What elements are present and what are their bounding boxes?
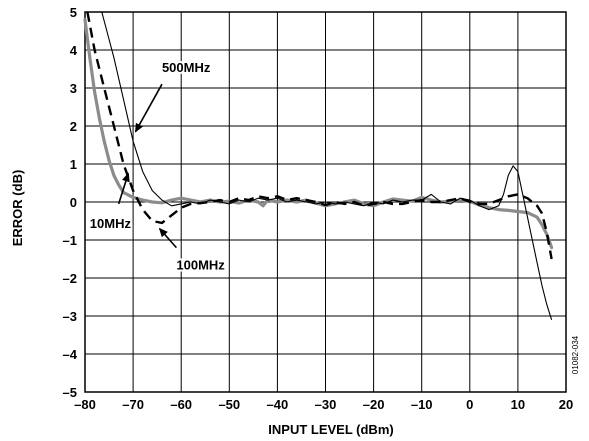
x-tick-label: –50 bbox=[218, 397, 240, 412]
x-tick-label: 10 bbox=[511, 397, 525, 412]
y-axis-title: ERROR (dB) bbox=[10, 170, 25, 247]
x-tick-label: –60 bbox=[170, 397, 192, 412]
annotation-label-10mhz: 10MHz bbox=[90, 216, 132, 231]
tick-labels: –80 –70 –60 –50 –40 –30 –20 –10 0 10 20543210–1–2–… bbox=[63, 5, 574, 412]
x-axis-title: INPUT LEVEL (dBm) bbox=[268, 422, 393, 437]
y-tick-label: 5 bbox=[70, 5, 77, 20]
x-tick-label: –70 bbox=[122, 397, 144, 412]
y-tick-label: –3 bbox=[63, 309, 77, 324]
series-line-10mhz bbox=[83, 18, 554, 250]
x-tick-label: –80 bbox=[74, 397, 96, 412]
y-tick-label: 1 bbox=[70, 157, 77, 172]
annotation-arrow-10mhz bbox=[117, 172, 130, 205]
series-line-100mhz bbox=[86, 11, 553, 260]
plot-frame bbox=[84, 11, 567, 393]
grid bbox=[84, 11, 567, 393]
x-tick-label: –10 bbox=[411, 397, 433, 412]
annotation-arrow-100mhz bbox=[158, 227, 177, 249]
y-tick-label: 2 bbox=[70, 119, 77, 134]
figure-id: 01082-034 bbox=[571, 335, 580, 374]
y-tick-label: –4 bbox=[63, 347, 78, 362]
x-tick-label: 0 bbox=[466, 397, 473, 412]
y-tick-label: –2 bbox=[63, 271, 77, 286]
series-lines bbox=[83, 11, 554, 320]
y-tick-label: –1 bbox=[63, 233, 77, 248]
x-tick-label: 20 bbox=[559, 397, 573, 412]
annotation-arrow-500mhz bbox=[134, 83, 163, 133]
y-tick-label: 0 bbox=[70, 195, 77, 210]
series-line-500mhz bbox=[101, 11, 553, 320]
y-tick-label: 4 bbox=[70, 43, 78, 58]
x-tick-label: –40 bbox=[267, 397, 289, 412]
y-tick-label: 3 bbox=[70, 81, 77, 96]
annotation-label-100mhz: 100MHz bbox=[176, 258, 225, 273]
y-tick-label: –5 bbox=[63, 385, 77, 400]
annotation-label-500mhz: 500MHz bbox=[162, 60, 211, 75]
annotations: 500MHz 10MHz 100MHz bbox=[88, 58, 227, 275]
x-tick-label: –30 bbox=[315, 397, 337, 412]
x-tick-label: –20 bbox=[363, 397, 385, 412]
